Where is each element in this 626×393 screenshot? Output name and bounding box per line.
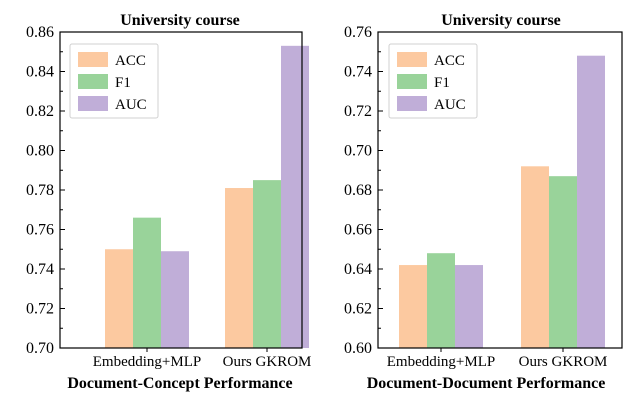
chart-title: University course <box>441 12 561 29</box>
x-tick-label: Embedding+MLP <box>387 354 495 370</box>
x-axis-label: Document-Concept Performance <box>67 375 292 392</box>
legend-label-auc: AUC <box>434 97 466 113</box>
bar-acc-0 <box>399 265 427 348</box>
y-tick-label: 0.74 <box>26 261 54 278</box>
y-tick-label: 0.72 <box>26 301 54 318</box>
y-tick-label: 0.70 <box>26 340 54 357</box>
y-tick-label: 0.64 <box>344 261 372 278</box>
y-tick-label: 0.84 <box>26 64 54 81</box>
bar-f1-0 <box>427 253 455 348</box>
legend-swatch-acc <box>78 52 108 67</box>
x-tick-label: Embedding+MLP <box>93 354 201 370</box>
y-tick-label: 0.60 <box>344 340 372 357</box>
bar-acc-1 <box>521 166 549 348</box>
legend-label-f1: F1 <box>115 75 131 91</box>
bar-auc-0 <box>455 265 483 348</box>
chart-panel-document-concept: University course Document-Concept Perfo… <box>26 12 311 392</box>
x-tick-label: Ours GKROM <box>519 354 608 370</box>
legend-label-auc: AUC <box>115 97 147 113</box>
legend-swatch-acc <box>397 52 427 67</box>
y-tick-label: 0.72 <box>344 103 372 120</box>
bar-auc-0 <box>161 251 189 348</box>
y-tick-label: 0.68 <box>344 182 372 199</box>
legend-label-f1: F1 <box>434 75 450 91</box>
legend: ACC F1 AUC <box>388 43 478 119</box>
y-tick-label: 0.76 <box>344 24 372 41</box>
x-axis-label: Document-Document Performance <box>367 375 606 392</box>
x-tick-label: Ours GKROM <box>223 354 312 370</box>
legend-swatch-auc <box>78 96 108 111</box>
bar-acc-1 <box>225 188 253 348</box>
bar-auc-1 <box>281 45 309 348</box>
legend-label-acc: ACC <box>115 53 146 69</box>
chart-panel-document-document: University course Document-Document Perf… <box>344 12 623 392</box>
y-tick-label: 0.70 <box>344 143 372 160</box>
y-tick-label: 0.86 <box>26 24 54 41</box>
legend-label-acc: ACC <box>434 53 465 69</box>
legend-swatch-auc <box>397 96 427 111</box>
y-tick-label: 0.78 <box>26 182 54 199</box>
y-tick-label: 0.82 <box>26 103 54 120</box>
legend-swatch-f1 <box>397 74 427 89</box>
bar-acc-0 <box>105 249 133 348</box>
bar-f1-0 <box>133 217 161 348</box>
bar-auc-1 <box>577 55 605 348</box>
bar-f1-1 <box>253 180 281 348</box>
y-tick-label: 0.76 <box>26 222 54 239</box>
legend-swatch-f1 <box>78 74 108 89</box>
y-tick-label: 0.74 <box>344 64 372 81</box>
y-tick-label: 0.66 <box>344 222 372 239</box>
bar-f1-1 <box>549 176 577 348</box>
y-tick-label: 0.80 <box>26 143 54 160</box>
legend: ACC F1 AUC <box>69 43 159 119</box>
chart-title: University course <box>120 12 240 29</box>
y-tick-label: 0.62 <box>344 301 372 318</box>
